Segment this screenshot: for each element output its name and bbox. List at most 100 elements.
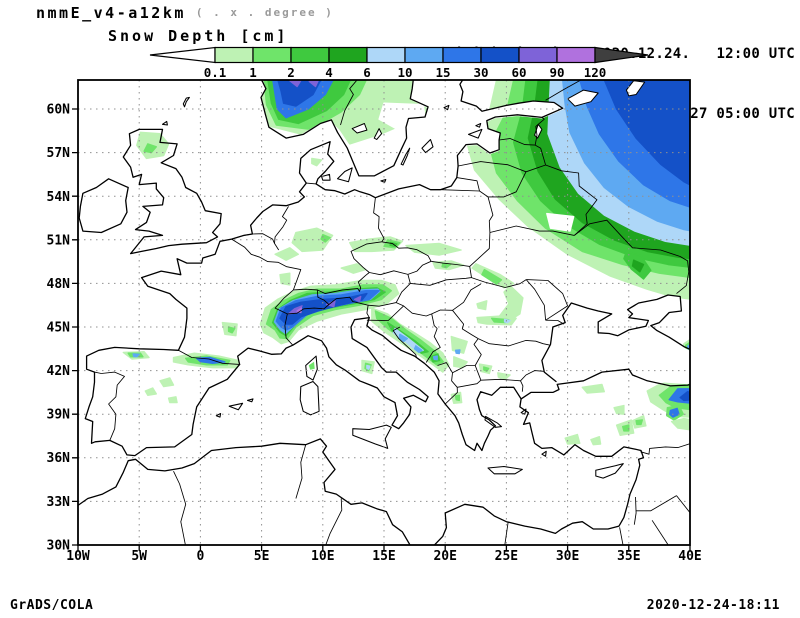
country-border	[395, 283, 411, 303]
coastline	[433, 368, 690, 545]
lon-tick-label: 10W	[66, 549, 90, 564]
snow-contour-fill	[432, 355, 438, 361]
country-border	[316, 289, 330, 305]
colorbar-segment	[404, 46, 444, 64]
lon-tick-label: 10E	[311, 549, 334, 564]
snow-contour-fill	[340, 263, 367, 274]
snow-contour-fill	[144, 387, 157, 396]
country-border	[440, 189, 494, 267]
country-border	[381, 241, 432, 262]
lake-outline	[351, 123, 368, 134]
country-border	[178, 349, 240, 365]
snow-contour-fill	[366, 364, 371, 370]
island-coastline	[421, 138, 434, 154]
snow-contour-fill	[405, 242, 462, 256]
country-border	[94, 371, 125, 441]
snow-contour-fill	[308, 80, 320, 88]
country-border	[231, 238, 302, 291]
snow-contour-fill	[635, 419, 643, 426]
snow-contour-fill	[413, 345, 423, 354]
snow-contour-fill	[454, 394, 460, 402]
colorbar-legend	[149, 46, 649, 64]
lon-tick-label: 40E	[678, 549, 701, 564]
snow-contour-fill	[353, 295, 362, 303]
colorbar-segment	[290, 46, 330, 64]
snow-contour-fill	[441, 263, 452, 269]
island-coastline	[336, 167, 353, 183]
country-border	[504, 521, 509, 545]
country-border	[373, 197, 385, 243]
country-border	[437, 362, 458, 405]
country-border	[474, 365, 482, 381]
country-border	[636, 495, 677, 512]
country-border	[489, 225, 575, 236]
country-border	[325, 498, 343, 545]
country-border	[676, 495, 690, 514]
colorbar-label: 4	[325, 65, 333, 80]
island-coastline	[161, 120, 168, 126]
island-coastline	[215, 412, 222, 418]
lat-tick-label: 45N	[47, 321, 71, 336]
lake-outline	[567, 89, 599, 107]
lon-tick-label: 15E	[372, 549, 395, 564]
island-coastline	[487, 465, 523, 475]
country-border	[457, 379, 482, 388]
island-coastline	[484, 415, 503, 428]
colorbar-label: 60	[511, 65, 526, 80]
colorbar-label: 30	[473, 65, 488, 80]
lat-tick-label: 54N	[47, 190, 71, 205]
snow-contour-fill	[476, 300, 488, 311]
snow-contour-fill	[679, 391, 690, 402]
snow-contour-fill	[311, 157, 323, 167]
country-border	[452, 365, 476, 374]
lon-tick-label: 0	[196, 549, 204, 564]
country-border	[525, 279, 547, 321]
snow-contour-fill	[669, 407, 680, 418]
country-border	[274, 243, 280, 251]
snow-contour-fill	[590, 436, 602, 446]
country-border	[274, 289, 294, 315]
country-border	[369, 270, 409, 276]
sea-mask	[540, 295, 690, 385]
country-border	[366, 305, 404, 321]
lake-outline	[625, 80, 646, 97]
colorbar-under-arrow	[149, 46, 216, 64]
island-coastline	[467, 128, 483, 139]
island-coastline	[595, 463, 624, 479]
country-border	[368, 302, 397, 307]
country-border	[480, 378, 521, 382]
snow-contour-fill	[670, 417, 690, 431]
country-border	[407, 274, 411, 284]
snow-contour-fill	[603, 80, 690, 186]
island-coastline	[475, 122, 482, 128]
snow-contour-fill	[454, 349, 461, 355]
lat-tick-label: 36N	[47, 451, 71, 466]
model-name-line: nmmE_v4-a12km ( . x . degree )	[36, 4, 334, 22]
country-border	[452, 310, 479, 339]
colorbar-label: 2	[287, 65, 295, 80]
coastline	[237, 316, 522, 452]
island-coastline	[299, 380, 320, 416]
country-border	[458, 161, 527, 173]
colorbar-over-arrow	[594, 46, 649, 64]
grads-credit: GrADS/COLA	[10, 598, 94, 613]
colorbar-segment	[214, 46, 254, 64]
snow-contour-fill	[308, 361, 315, 370]
lon-tick-label: 25E	[495, 549, 518, 564]
country-border	[173, 471, 187, 545]
coastline-ireland	[78, 178, 129, 234]
island-coastline	[182, 96, 190, 108]
snow-contour-fill	[274, 247, 299, 261]
country-border	[431, 260, 470, 267]
country-border	[293, 272, 370, 295]
colorbar-label: 0.1	[204, 65, 227, 80]
axis-labels: 60N 57N 54N 51N 48N 45N 42N 39N 36N 33N …	[47, 103, 702, 564]
country-border	[392, 326, 417, 358]
snow-contour-fill	[277, 80, 322, 107]
lat-tick-label: 51N	[47, 233, 71, 248]
creation-timestamp: 2020-12-24-18:11	[646, 598, 780, 613]
colorbar-segment	[442, 46, 482, 64]
lat-tick-label: 39N	[47, 408, 71, 423]
lon-tick-label: 35E	[617, 549, 640, 564]
